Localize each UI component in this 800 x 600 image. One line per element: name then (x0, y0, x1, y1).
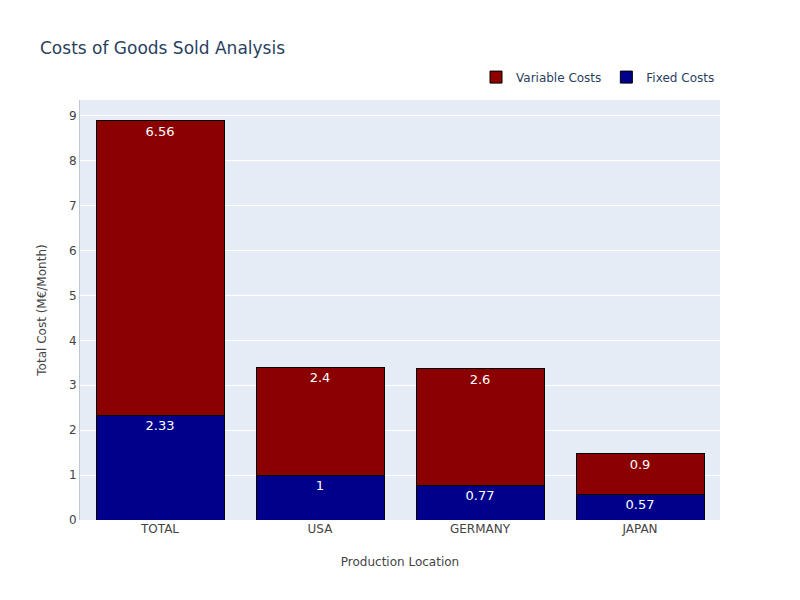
svg-text:JAPAN: JAPAN (621, 522, 657, 536)
svg-text:Production Location: Production Location (341, 555, 459, 569)
svg-text:8: 8 (69, 154, 77, 168)
svg-text:6: 6 (69, 244, 77, 258)
svg-text:0.9: 0.9 (630, 457, 651, 472)
svg-text:0: 0 (69, 513, 77, 527)
svg-text:7: 7 (69, 199, 77, 213)
svg-text:4: 4 (69, 334, 77, 348)
svg-text:1: 1 (69, 468, 77, 482)
svg-text:Costs of Goods Sold Analysis: Costs of Goods Sold Analysis (40, 38, 285, 58)
svg-text:9: 9 (69, 109, 77, 123)
svg-text:2.33: 2.33 (146, 418, 175, 433)
svg-text:0.77: 0.77 (466, 488, 495, 503)
svg-text:Variable Costs: Variable Costs (516, 71, 601, 85)
svg-text:Total Cost (M€/Month): Total Cost (M€/Month) (35, 244, 49, 376)
svg-text:2: 2 (69, 423, 77, 437)
svg-text:6.56: 6.56 (146, 124, 175, 139)
svg-text:1: 1 (316, 478, 324, 493)
svg-text:2.6: 2.6 (470, 372, 491, 387)
svg-text:Fixed Costs: Fixed Costs (646, 71, 714, 85)
svg-text:TOTAL: TOTAL (140, 522, 179, 536)
svg-text:0.57: 0.57 (626, 497, 655, 512)
svg-text:3: 3 (69, 378, 77, 392)
svg-text:GERMANY: GERMANY (450, 522, 511, 536)
svg-text:2.4: 2.4 (310, 370, 331, 385)
svg-text:5: 5 (69, 289, 77, 303)
svg-text:USA: USA (308, 522, 334, 536)
